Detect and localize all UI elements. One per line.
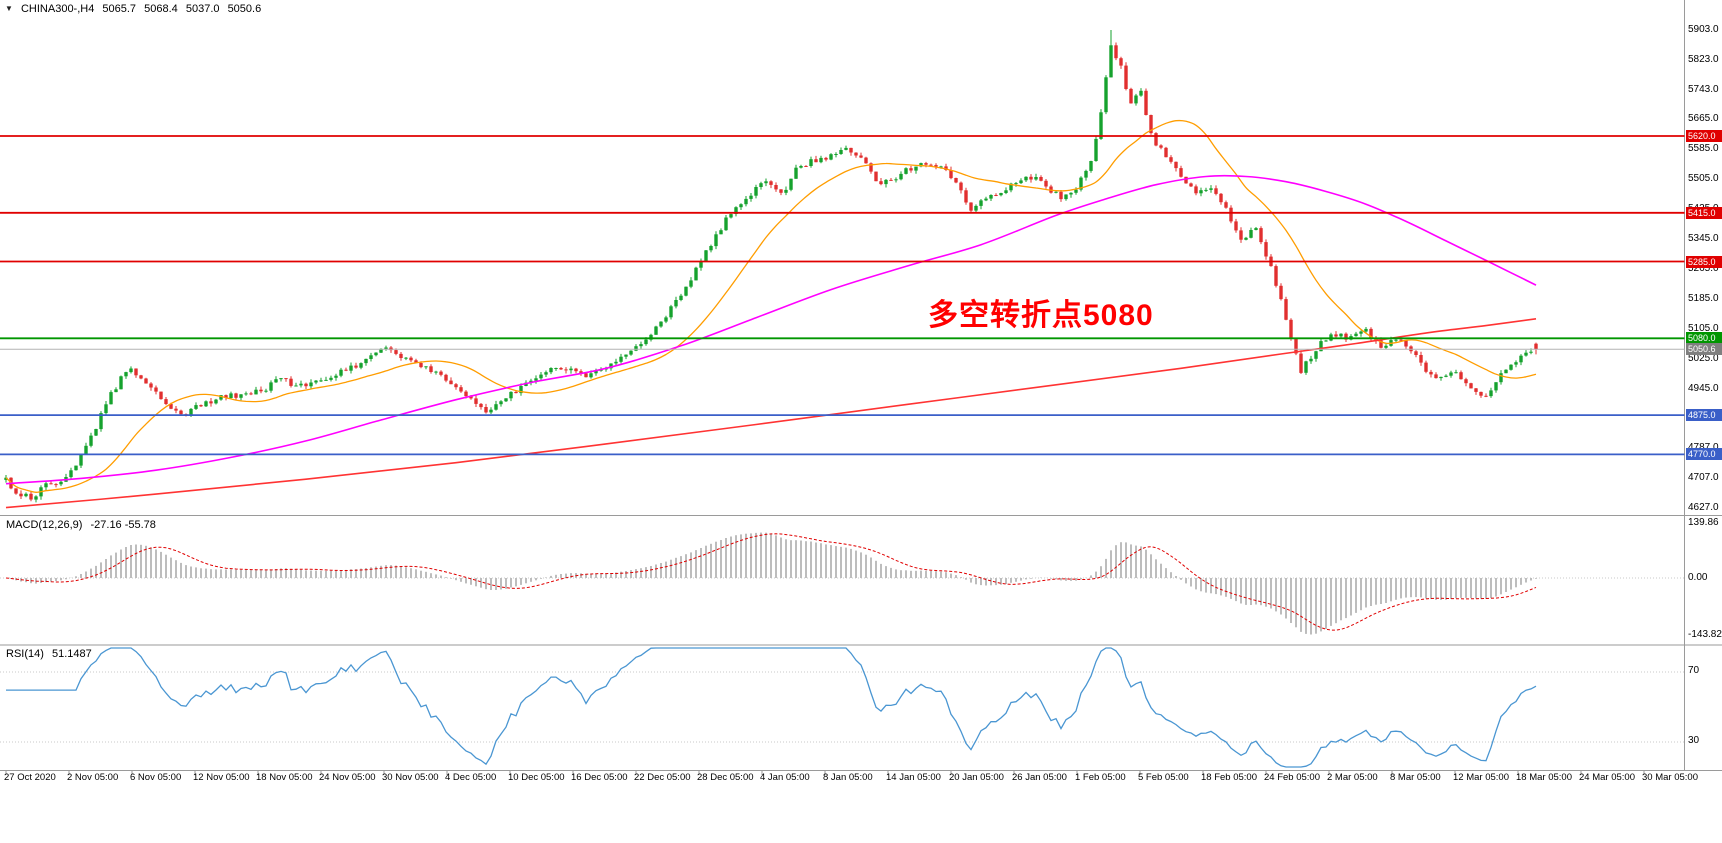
rsi-axis-label: 30 <box>1688 735 1700 746</box>
time-axis-label: 20 Jan 05:00 <box>949 772 1004 783</box>
price-axis-tick: 5585.0 <box>1688 143 1719 154</box>
ma-slow-line <box>5 318 1537 509</box>
time-axis-label: 5 Feb 05:00 <box>1138 772 1189 783</box>
macd-name: MACD(12,26,9) <box>6 519 83 531</box>
time-axis-label: 8 Jan 05:00 <box>823 772 873 783</box>
price-level-badge: 5285.0 <box>1686 256 1722 268</box>
time-axis-label: 10 Dec 05:00 <box>508 772 565 783</box>
macd-axis-label: -143.82 <box>1688 629 1722 640</box>
time-axis-label: 14 Jan 05:00 <box>886 772 941 783</box>
price-level-badge: 5080.0 <box>1686 332 1722 344</box>
rsi-line <box>6 647 1537 768</box>
time-axis-label: 4 Dec 05:00 <box>445 772 497 783</box>
current-price-badge: 5050.6 <box>1686 343 1722 355</box>
ma-fast-line <box>5 119 1537 493</box>
price-axis-tick: 5903.0 <box>1688 24 1719 35</box>
price-axis-tick: 4627.0 <box>1688 502 1719 513</box>
ohlc-open: 5065.7 <box>102 3 137 15</box>
ohlc-low: 5037.0 <box>185 3 220 15</box>
time-axis-label: 12 Mar 05:00 <box>1453 772 1509 783</box>
price-axis-tick: 4787.0 <box>1688 443 1719 453</box>
macd-axis-label: 139.86 <box>1688 517 1719 528</box>
ohlc-close: 5050.6 <box>227 3 262 15</box>
time-axis-label: 30 Nov 05:00 <box>382 772 439 783</box>
price-axis-tick: 5665.0 <box>1688 113 1719 124</box>
panel-dividers[interactable] <box>0 0 1722 771</box>
rsi-indicator-label: RSI(14) 51.1487 <box>6 648 92 660</box>
rsi-name: RSI(14) <box>6 648 44 660</box>
time-axis-label: 18 Mar 05:00 <box>1516 772 1572 783</box>
price-level-badge: 5415.0 <box>1686 207 1722 219</box>
price-axis-tick: 4945.0 <box>1688 383 1719 394</box>
macd-histogram <box>10 532 1537 635</box>
time-axis-label: 26 Jan 05:00 <box>1012 772 1067 783</box>
time-axis-label: 18 Nov 05:00 <box>256 772 313 783</box>
time-axis-ticks <box>5 770 1645 775</box>
time-axis-label: 28 Dec 05:00 <box>697 772 754 783</box>
macd-signal-line <box>5 533 1537 631</box>
price-axis-tick: 5743.0 <box>1688 84 1719 95</box>
time-axis-label: 24 Nov 05:00 <box>319 772 376 783</box>
price-level-badge: 4875.0 <box>1686 409 1722 421</box>
time-axis-label: 24 Mar 05:00 <box>1579 772 1635 783</box>
macd-indicator-label: MACD(12,26,9) -27.16 -55.78 <box>6 519 156 531</box>
time-axis-label: 2 Mar 05:00 <box>1327 772 1378 783</box>
time-axis-label: 1 Feb 05:00 <box>1075 772 1126 783</box>
time-axis-label: 18 Feb 05:00 <box>1201 772 1257 783</box>
ohlc-readout: ▼ CHINA300-,H4 5065.7 5068.4 5037.0 5050… <box>5 3 261 15</box>
price-level-badge: 4770.0 <box>1686 448 1722 460</box>
symbol-timeframe-label: CHINA300-,H4 <box>20 3 95 15</box>
candlestick-series <box>4 30 1538 503</box>
time-axis-label: 12 Nov 05:00 <box>193 772 250 783</box>
rsi-value: 51.1487 <box>51 648 92 660</box>
time-axis-label: 27 Oct 2020 <box>4 772 56 783</box>
ohlc-high: 5068.4 <box>144 3 178 15</box>
horizontal-levels[interactable] <box>0 135 1685 456</box>
ma-mid-line <box>5 174 1537 485</box>
price-axis-tick: 5185.0 <box>1688 293 1719 304</box>
price-axis-tick: 4707.0 <box>1688 472 1719 483</box>
price-axis-tick: 5265.0 <box>1688 263 1719 274</box>
time-axis-label: 4 Jan 05:00 <box>760 772 810 783</box>
price-axis-tick: 5025.0 <box>1688 353 1719 364</box>
time-axis-label: 24 Feb 05:00 <box>1264 772 1320 783</box>
price-level-badge: 5620.0 <box>1686 130 1722 142</box>
time-axis-label: 6 Nov 05:00 <box>130 772 182 783</box>
price-axis-tick: 5505.0 <box>1688 173 1719 184</box>
symbol-dropdown-icon[interactable]: ▼ <box>5 4 13 13</box>
price-axis-tick: 5823.0 <box>1688 54 1719 65</box>
macd-axis-label: 0.00 <box>1688 572 1708 583</box>
time-axis-label: 8 Mar 05:00 <box>1390 772 1441 783</box>
time-axis-label: 22 Dec 05:00 <box>634 772 691 783</box>
time-axis-label: 2 Nov 05:00 <box>67 772 119 783</box>
price-axis-tick: 5105.0 <box>1688 323 1719 334</box>
annotation-text: 多空转折点5080 <box>928 299 1154 332</box>
time-axis-label: 30 Mar 05:00 <box>1642 772 1698 783</box>
macd-values: -27.16 -55.78 <box>90 519 156 531</box>
rsi-axis-label: 70 <box>1688 665 1700 676</box>
time-axis-label: 16 Dec 05:00 <box>571 772 628 783</box>
price-axis-tick: 5345.0 <box>1688 233 1719 244</box>
